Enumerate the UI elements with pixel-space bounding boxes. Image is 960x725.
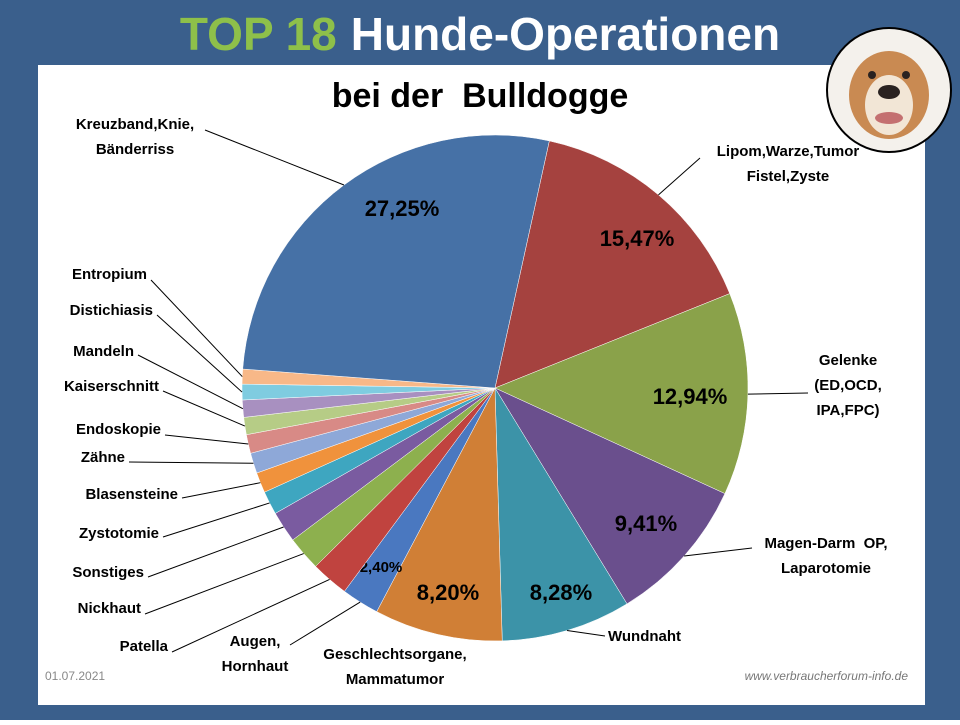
- category-label: Augen, Hornhaut: [222, 633, 289, 675]
- leader-line: [747, 392, 809, 395]
- leader-line: [171, 578, 330, 653]
- value-label: 9,41%: [615, 511, 677, 536]
- category-label: Endoskopie: [76, 421, 161, 438]
- category-label-line: Nickhaut: [78, 600, 141, 617]
- value-label: 12,94%: [653, 384, 728, 409]
- category-label-line: IPA,FPC): [816, 402, 879, 419]
- category-label-line: Zähne: [81, 449, 125, 466]
- category-label: Mandeln: [73, 343, 134, 360]
- category-label-line: Mandeln: [73, 343, 134, 360]
- pie-slice: [376, 387, 503, 642]
- category-label-line: (ED,OCD,: [814, 377, 882, 394]
- category-label: Zähne: [81, 449, 125, 466]
- category-label-line: Mammatumor: [346, 671, 445, 688]
- category-label: Zystotomie: [79, 525, 159, 542]
- leader-line: [156, 314, 243, 393]
- category-label-line: Kreuzband,Knie,: [76, 116, 194, 133]
- category-label-line: Laparotomie: [781, 560, 871, 577]
- pie-slice: [242, 134, 550, 389]
- category-label: Gelenke (ED,OCD, IPA,FPC): [814, 352, 882, 419]
- category-label-line: Entropium: [72, 266, 147, 283]
- category-label-line: Zystotomie: [79, 525, 159, 542]
- title-prefix: TOP 18: [180, 8, 337, 60]
- category-label-line: Lipom,Warze,Tumor: [717, 143, 860, 160]
- leader-line: [684, 547, 753, 557]
- pie-slice: [494, 293, 749, 494]
- category-label: Kaiserschnitt: [64, 378, 159, 395]
- value-label: 15,47%: [600, 226, 675, 251]
- title: TOP 18 Hunde-Operationen: [180, 8, 780, 60]
- category-label: Blasensteine: [85, 486, 178, 503]
- value-label: 2,40%: [360, 559, 403, 576]
- category-label-line: Bänderriss: [96, 141, 174, 158]
- category-label: Lipom,Warze,Tumor Fistel,Zyste: [717, 143, 860, 185]
- value-label: 27,25%: [365, 196, 440, 221]
- category-label-line: Endoskopie: [76, 421, 161, 438]
- value-label: 8,20%: [417, 580, 479, 605]
- source: www.verbraucherforum-info.de: [745, 669, 909, 683]
- category-label-line: Blasensteine: [85, 486, 178, 503]
- category-label: Sonstiges: [72, 564, 144, 581]
- category-label: Kreuzband,Knie, Bänderriss: [76, 116, 194, 158]
- category-label-line: Fistel,Zyste: [747, 168, 830, 185]
- leader-line: [181, 482, 261, 499]
- leader-line: [144, 553, 304, 615]
- category-label: Wundnaht: [608, 628, 681, 645]
- pie-slice: [494, 387, 726, 605]
- category-label: Distichiasis: [70, 302, 153, 319]
- value-label: 8,28%: [530, 580, 592, 605]
- leader-line: [658, 157, 701, 196]
- leader-line: [164, 434, 249, 445]
- category-label-line: Distichiasis: [70, 302, 153, 319]
- category-label-line: Augen,: [230, 633, 281, 650]
- subtitle: bei der Bulldogge: [332, 77, 629, 115]
- category-label: Nickhaut: [78, 600, 141, 617]
- category-label-line: Sonstiges: [72, 564, 144, 581]
- category-label-line: Magen-Darm OP,: [764, 535, 887, 552]
- category-label: Patella: [120, 638, 169, 655]
- leader-line: [162, 502, 270, 538]
- category-label-line: Gelenke: [819, 352, 877, 369]
- category-label-line: Patella: [120, 638, 169, 655]
- category-label: Geschlechtsorgane, Mammatumor: [323, 646, 466, 688]
- category-label-line: Kaiserschnitt: [64, 378, 159, 395]
- category-label-line: Wundnaht: [608, 628, 681, 645]
- leader-line: [162, 390, 246, 427]
- dog-photo: [826, 27, 952, 153]
- category-label: Magen-Darm OP, Laparotomie: [764, 535, 887, 577]
- leader-line: [566, 630, 606, 637]
- title-main: Hunde-Operationen: [351, 8, 780, 60]
- leader-line: [128, 461, 254, 464]
- category-label: Entropium: [72, 266, 147, 283]
- leader-line: [204, 129, 345, 186]
- leader-line: [147, 526, 284, 578]
- category-label-line: Hornhaut: [222, 658, 289, 675]
- date: 01.07.2021: [45, 669, 105, 683]
- pie-slice: [494, 140, 731, 389]
- leader-line: [289, 601, 361, 646]
- category-label-line: Geschlechtsorgane,: [323, 646, 466, 663]
- leader-line: [137, 354, 244, 410]
- pie-slice: [494, 387, 628, 642]
- leader-line: [150, 279, 243, 377]
